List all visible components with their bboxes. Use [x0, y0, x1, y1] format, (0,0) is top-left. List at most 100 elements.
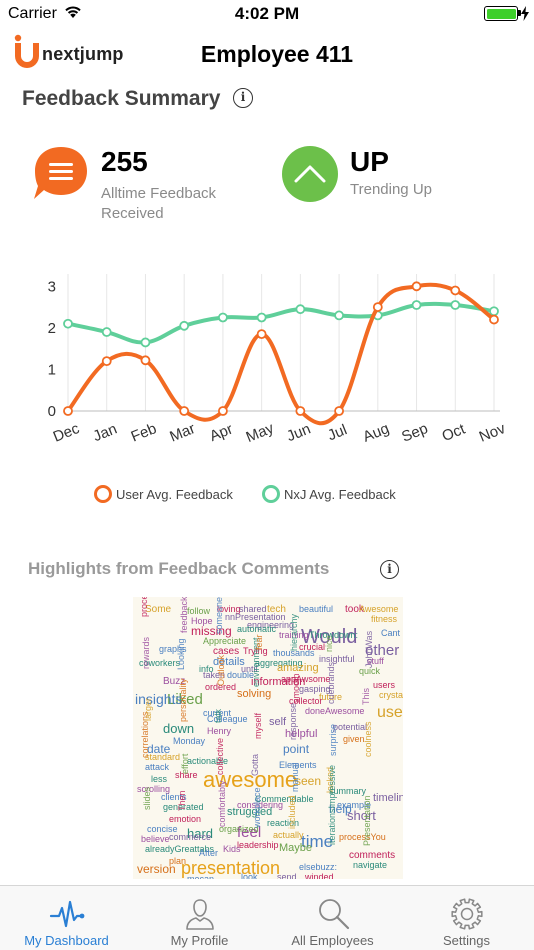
cloud-word: hierarchy — [289, 613, 299, 651]
legend-user-label: User Avg. Feedback — [116, 486, 233, 502]
cloud-word: emotion — [169, 814, 202, 824]
alltime-feedback-label: Alltime Feedback Received — [101, 185, 217, 222]
feedback-summary-title: Feedback Summary — [22, 87, 221, 110]
cloud-word: Then — [177, 790, 187, 811]
cloud-word: Trying — [243, 646, 268, 656]
cloud-word: automatic — [237, 624, 277, 634]
chart-legend: User Avg. Feedback NxJ Avg. Feedback — [0, 482, 534, 506]
cloud-word: commerce — [169, 832, 212, 842]
cloud-word: solving — [237, 688, 272, 700]
cloud-word: missing — [191, 624, 232, 638]
cloud-word: organized — [219, 824, 259, 834]
cloud-word: beautiful — [299, 604, 334, 614]
point-user-avg — [334, 406, 344, 416]
cloud-word: potential — [333, 722, 368, 732]
cloud-word: gasping — [299, 684, 331, 694]
info-icon[interactable]: i — [380, 560, 399, 579]
x-tick-label: Mar — [167, 420, 197, 445]
cloud-word: Gotta — [250, 753, 260, 776]
cloud-word: coworkers — [139, 658, 181, 668]
cloud-word: down — [163, 721, 195, 736]
x-tick-label: Apr — [207, 421, 235, 446]
cloud-word: plan — [169, 856, 187, 866]
chat-bubble-icon — [34, 147, 87, 199]
cloud-word: taken — [203, 670, 226, 680]
cloud-word: less — [151, 774, 168, 784]
cloud-word: time — [301, 832, 334, 851]
cloud-word: crystal — [379, 690, 403, 700]
series-line-nxj-avg — [66, 301, 496, 345]
cloud-word: given — [343, 734, 365, 744]
cloud-word: crucial — [299, 642, 326, 652]
cloud-word: cases — [213, 646, 240, 657]
cloud-word: insightful — [319, 654, 355, 664]
point-nxj-avg — [218, 312, 228, 323]
x-tick-label: Jun — [284, 420, 313, 445]
cloud-word: help — [329, 802, 352, 816]
cloud-word: smooth — [291, 673, 301, 703]
cloud-word: aggregating — [255, 658, 303, 668]
cloud-word: scrolling — [137, 784, 171, 794]
legend-nxj-swatch — [262, 485, 280, 503]
alltime-feedback-value: 255 — [101, 146, 148, 177]
x-tick-label: Feb — [129, 420, 159, 445]
cloud-word: Outlook — [216, 654, 226, 686]
cloud-word: manual — [290, 762, 300, 792]
cloud-word: feedbackTeam — [179, 597, 189, 633]
cloud-word: current — [203, 708, 232, 718]
y-tick-label: 3 — [48, 278, 56, 295]
cloud-word: info — [199, 664, 214, 674]
cloud-word: stuff — [367, 656, 384, 666]
info-icon[interactable]: i — [233, 88, 253, 108]
logo-text: nextjump — [42, 44, 124, 64]
cloud-word: took — [345, 604, 364, 615]
pulse-icon — [49, 900, 84, 928]
cloud-word: collector — [289, 696, 323, 706]
cloud-word: share — [175, 770, 198, 780]
x-tick-label: Dec — [51, 420, 83, 446]
point-user-avg — [411, 281, 422, 292]
cloud-word: coolness — [363, 721, 373, 757]
tab-settings[interactable]: Settings — [399, 886, 534, 950]
point-nxj-avg — [179, 320, 190, 331]
battery-tip — [518, 10, 521, 16]
point-user-avg — [489, 314, 499, 325]
tab-label: All Employees — [291, 933, 374, 948]
cloud-word: fear — [254, 634, 264, 650]
cloud-word: collective — [215, 737, 225, 775]
cloud-word: details — [213, 656, 245, 668]
cloud-word: generated — [163, 802, 204, 812]
tab-my-dashboard[interactable]: My Dashboard — [0, 886, 133, 950]
cloud-word: tech — [267, 604, 286, 615]
point-user-avg — [450, 285, 461, 296]
trend-value: UP — [350, 146, 389, 177]
wifi-icon — [65, 6, 81, 18]
cloud-word: someone — [214, 597, 224, 634]
cloud-word: elsebuzz: — [299, 862, 338, 872]
cloud-word: JohnWas — [364, 630, 374, 668]
cloud-word: considering — [237, 800, 284, 810]
y-tick-label: 1 — [48, 361, 56, 378]
cloud-word: comfortably — [217, 780, 227, 827]
tab-label: My Dashboard — [24, 933, 109, 948]
tab-my-profile[interactable]: My Profile — [133, 886, 266, 950]
cloud-word: information — [251, 676, 306, 688]
point-user-avg — [101, 356, 112, 367]
cloud-word: Some — [145, 604, 172, 615]
cloud-word: navigate — [353, 860, 388, 870]
tab-label: My Profile — [170, 933, 229, 948]
cloud-word: future — [319, 692, 343, 702]
cloud-word: Kids — [223, 844, 241, 854]
x-tick-label: Jan — [91, 420, 120, 445]
cloud-word: surprise — [328, 723, 338, 756]
x-tick-label: Oct — [440, 420, 469, 445]
cloud-word: Throwdown: — [309, 630, 359, 640]
cloud-word: Buzz — [163, 676, 186, 687]
cloud-word: loving — [217, 604, 241, 614]
cloud-word: summary — [329, 786, 367, 796]
cloud-word: clients — [161, 792, 187, 802]
cloud-word: reaction — [267, 818, 300, 828]
point-user-avg — [256, 329, 267, 340]
tab-all-employees[interactable]: All Employees — [266, 886, 399, 950]
cloud-word: other — [365, 642, 400, 659]
